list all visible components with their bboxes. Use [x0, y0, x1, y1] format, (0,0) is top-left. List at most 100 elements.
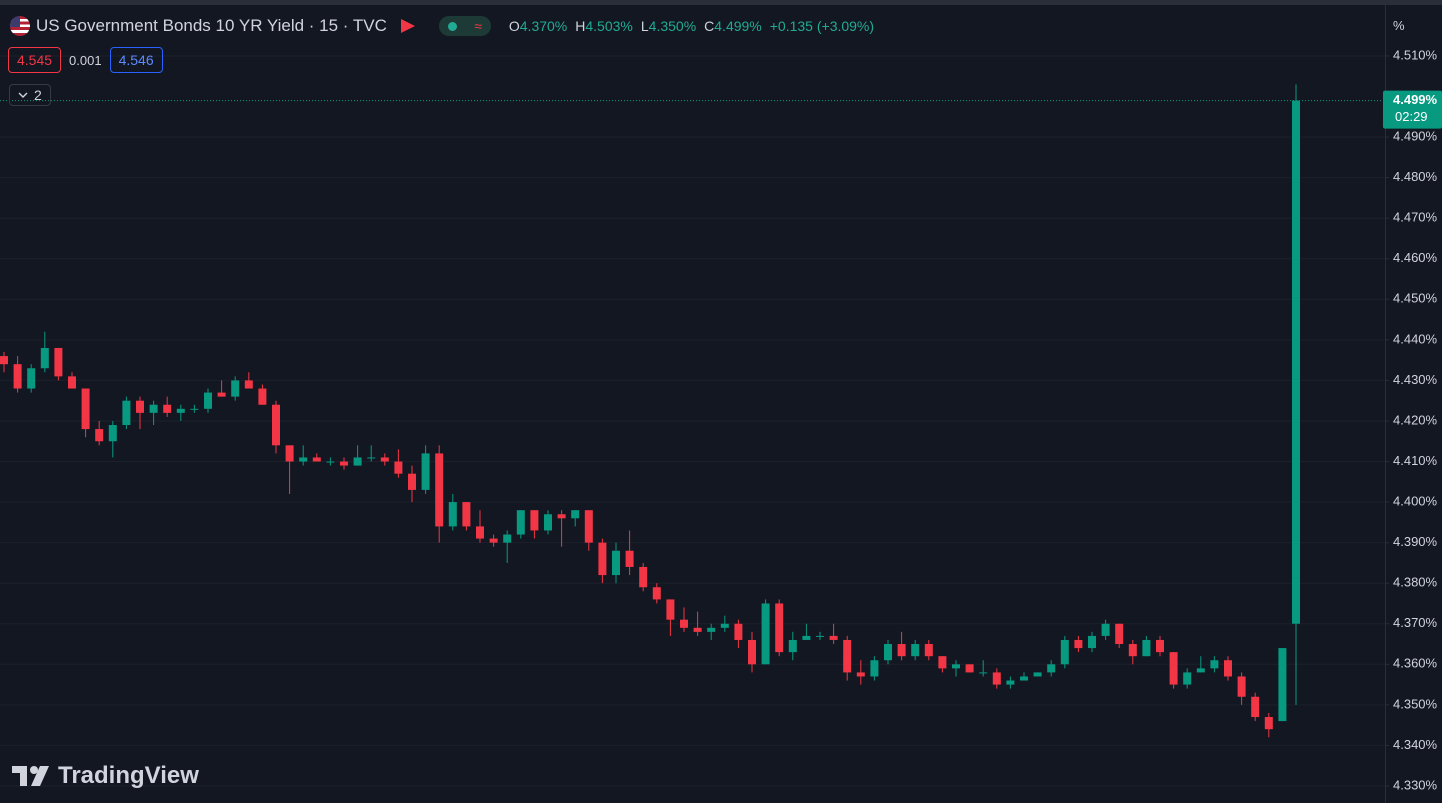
indicators-count: 2 [34, 87, 42, 103]
candle-body [1210, 660, 1219, 669]
candle-body [435, 453, 444, 527]
candle-body [244, 380, 253, 389]
candle-body [462, 502, 471, 527]
candle-body [312, 457, 321, 462]
candle-body [938, 656, 947, 669]
candle-body [992, 672, 1001, 685]
candle-body [530, 510, 539, 531]
candle-body [176, 408, 185, 413]
y-tick-label: 4.340% [1393, 737, 1438, 752]
candle-body [272, 404, 280, 446]
y-tick-label: 4.430% [1393, 372, 1438, 387]
axis-unit[interactable]: % [1393, 18, 1405, 33]
candle-body [489, 538, 498, 543]
candle-body [1088, 635, 1096, 649]
candle-body [707, 627, 716, 632]
candle-body [734, 623, 743, 640]
candle-body [680, 619, 688, 628]
candle-body [924, 644, 933, 657]
candle-body [136, 400, 144, 413]
y-tick-label: 4.370% [1393, 615, 1438, 630]
candle-body [1128, 644, 1137, 657]
candle-body [108, 425, 117, 442]
candle-body [965, 664, 974, 673]
candle-body [1251, 696, 1260, 718]
ohlc-item: C4.499% [704, 18, 762, 34]
countdown: 02:29 [1395, 109, 1428, 124]
symbol-title[interactable]: US Government Bonds 10 YR Yield · 15 · T… [36, 16, 387, 35]
ohlc-key: L [640, 18, 649, 34]
sell-button[interactable]: 4.545 [8, 47, 62, 73]
candle-body [557, 514, 566, 519]
ohlc-legend: O4.370% H4.503% L4.350% C4.499% [509, 18, 762, 34]
y-tick-label: 4.510% [1393, 47, 1438, 62]
candle-body [911, 644, 920, 657]
candle-body [0, 356, 8, 365]
candle-body [13, 364, 22, 389]
candle-body [122, 400, 131, 426]
top-bar [0, 0, 1442, 5]
candle-body [598, 542, 607, 576]
candle-body [612, 550, 620, 576]
candle-body [394, 461, 403, 474]
symbol-header: US Government Bonds 10 YR Yield · 15 · T… [10, 14, 874, 38]
last-price-label: 4.499% [1393, 92, 1438, 107]
candle-body [802, 635, 811, 640]
status-pill[interactable]: ≈ [438, 16, 491, 36]
ohlc-item: H4.503% [575, 18, 633, 34]
candle-body [1074, 639, 1083, 649]
y-tick-label: 4.330% [1393, 777, 1438, 792]
grid [0, 55, 1385, 787]
candle-body [421, 453, 430, 490]
candle-body [190, 408, 199, 410]
candle-body [68, 376, 76, 389]
candles [0, 84, 1385, 738]
candle-body [380, 457, 389, 462]
candle-body [95, 429, 104, 442]
market-flag [400, 19, 415, 33]
candle-body [367, 457, 376, 459]
candle-body [1278, 648, 1287, 722]
candle-body [1006, 680, 1015, 685]
y-tick-label: 4.390% [1393, 534, 1438, 549]
candle-body [326, 461, 335, 463]
candle-body [720, 623, 729, 628]
candle-body [816, 635, 824, 637]
candle-body [1264, 717, 1273, 730]
candle-body [40, 347, 49, 369]
candle-body [775, 603, 784, 653]
candle-body [952, 664, 960, 669]
candle-body [516, 510, 525, 535]
candle-body [1020, 676, 1028, 681]
brand-logo[interactable]: TradingView [12, 762, 199, 790]
spread: 0.001 [69, 52, 102, 68]
ohlc-value: 4.499% [714, 18, 762, 34]
candle-body [81, 388, 90, 430]
candle-body [571, 510, 580, 519]
candle-body [340, 461, 348, 466]
candle-body [639, 566, 648, 588]
candle-body [1156, 639, 1164, 653]
candle-body [761, 603, 770, 665]
candle-body [149, 404, 158, 413]
y-tick-label: 4.380% [1393, 575, 1438, 590]
candle-body [408, 473, 416, 490]
buy-button[interactable]: 4.546 [109, 47, 163, 73]
candle-body [584, 510, 593, 543]
indicators-toggle[interactable]: 2 [9, 84, 51, 106]
flag-icon [10, 16, 30, 36]
candle-body [1196, 668, 1205, 673]
y-tick-label: 4.350% [1393, 696, 1438, 711]
candle-body [1142, 639, 1151, 657]
y-tick-label: 4.470% [1393, 210, 1438, 225]
candle-body [829, 635, 838, 640]
candle-body [1183, 672, 1192, 685]
candle-body [299, 457, 308, 462]
y-tick-label: 4.460% [1393, 250, 1438, 265]
chevron [18, 92, 28, 98]
candle-body [1292, 100, 1300, 624]
candle-body [1033, 672, 1042, 677]
